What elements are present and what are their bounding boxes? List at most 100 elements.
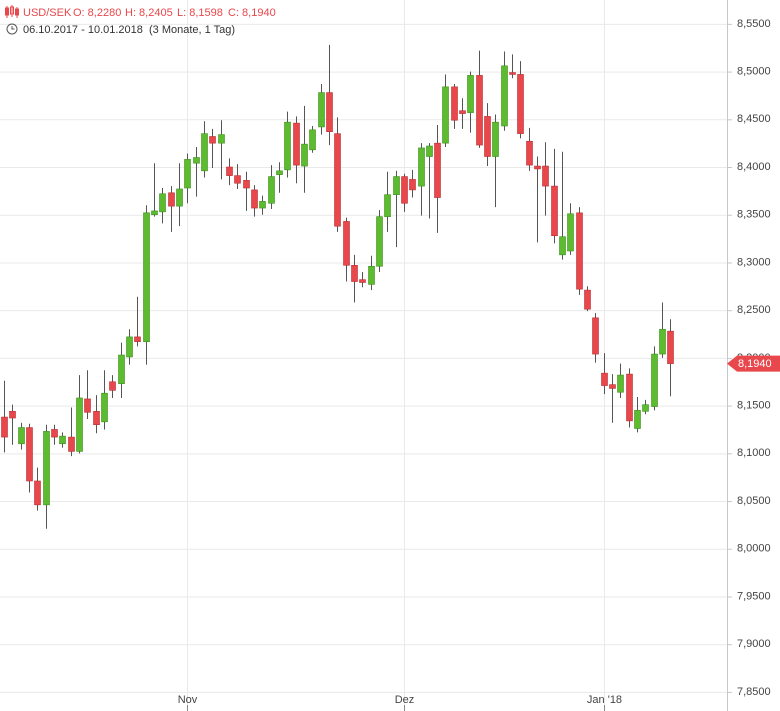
x-tick-label: Nov	[178, 694, 198, 706]
y-tick-label: 7,8500	[737, 686, 771, 698]
clock-icon	[6, 23, 18, 35]
candle-body	[68, 436, 75, 452]
y-tick-label: 7,9500	[737, 590, 771, 602]
candle-body	[434, 142, 441, 198]
y-tick-label: 8,1500	[737, 400, 771, 412]
candle-body	[609, 384, 616, 389]
candle-body	[34, 480, 41, 506]
candle-body	[351, 265, 358, 282]
candle-body	[1, 416, 8, 438]
period: (3 Monate, 1 Tag)	[149, 24, 235, 36]
candle-body	[476, 75, 483, 146]
header: USD/SEK O: 8,2280 H: 8,2405 L: 8,1598 C:…	[5, 5, 276, 36]
candle-body	[143, 212, 150, 342]
candle-body	[551, 185, 558, 237]
candle-body	[234, 175, 241, 184]
candle-body	[426, 145, 433, 157]
y-tick-label: 8,3000	[737, 256, 771, 268]
candle-body	[517, 74, 524, 134]
candle-body	[109, 381, 116, 391]
candle-body	[634, 410, 641, 429]
y-tick-label: 8,1000	[737, 447, 771, 459]
candle-body	[592, 317, 599, 355]
candle-body	[301, 143, 308, 167]
candle-body	[359, 279, 366, 283]
candle-body	[376, 216, 383, 267]
candle-body	[467, 75, 474, 113]
last-price-marker	[727, 355, 780, 372]
y-tick-label: 8,0000	[737, 543, 771, 555]
candles	[1, 44, 674, 529]
x-tick-label: Dez	[395, 694, 415, 706]
x-tick-label: Jan '18	[587, 694, 622, 706]
candle-body	[459, 110, 466, 114]
y-tick-label: 8,2500	[737, 304, 771, 316]
candle-body	[151, 210, 158, 216]
candle-body	[9, 411, 16, 419]
candle-body	[76, 397, 83, 452]
candle-body	[651, 353, 658, 407]
y-tick-label: 8,4000	[737, 161, 771, 173]
y-tick-label: 7,9000	[737, 638, 771, 650]
high-label: H: 8,2405	[125, 7, 173, 19]
candle-body	[184, 159, 191, 189]
candle-body	[284, 121, 291, 171]
candle-body	[176, 188, 183, 207]
y-tick-label: 8,5500	[737, 18, 771, 30]
symbol: USD/SEK	[23, 7, 72, 19]
candle-body	[168, 192, 175, 207]
candle-body	[542, 165, 549, 187]
candle-body	[259, 201, 266, 209]
y-tick-label: 8,5000	[737, 65, 771, 77]
candle-body	[393, 176, 400, 195]
candle-body	[276, 170, 283, 175]
close-label: C: 8,1940	[228, 7, 276, 19]
y-tick-label: 8,4500	[737, 113, 771, 125]
candle-body	[218, 134, 225, 144]
candle-body	[401, 176, 408, 204]
candle-body	[492, 121, 499, 157]
candle-body	[509, 72, 516, 75]
low-label: L: 8,1598	[177, 7, 223, 19]
candle-body	[384, 194, 391, 217]
candle-body	[134, 336, 141, 342]
candle-body	[193, 157, 200, 164]
candle-body	[251, 189, 258, 209]
candle-body	[118, 354, 125, 384]
candle-body	[334, 133, 341, 227]
candle-body	[326, 92, 333, 133]
candle-body	[584, 289, 591, 310]
last-price-label: 8,1940	[738, 358, 772, 370]
candle-body	[567, 213, 574, 252]
candle-body	[409, 179, 416, 191]
candle-body	[667, 330, 674, 364]
grid	[0, 0, 732, 711]
candle-body	[368, 265, 375, 285]
candle-body	[209, 136, 216, 144]
candle-body	[526, 140, 533, 166]
y-tick-label: 8,3500	[737, 209, 771, 221]
candle-body	[309, 129, 316, 151]
candle-body	[84, 398, 91, 413]
candle-body	[659, 328, 666, 355]
candle-body	[26, 427, 33, 482]
candle-body	[59, 435, 66, 445]
candle-body	[159, 193, 166, 213]
candle-body	[343, 221, 350, 266]
candle-body	[484, 116, 491, 157]
date-range: 06.10.2017 - 10.01.2018	[23, 24, 143, 36]
candle-body	[626, 373, 633, 422]
candle-body	[126, 336, 133, 358]
candle-body	[559, 236, 566, 256]
candle-body	[534, 165, 541, 170]
candle-body	[293, 122, 300, 166]
candle-body	[268, 176, 275, 204]
candle-body	[201, 133, 208, 172]
open-label: O: 8,2280	[73, 7, 121, 19]
candle-body	[243, 180, 250, 189]
candle-body	[51, 429, 58, 438]
y-tick-label: 8,0500	[737, 495, 771, 507]
candle-body	[451, 86, 458, 121]
candle-body	[43, 431, 50, 506]
